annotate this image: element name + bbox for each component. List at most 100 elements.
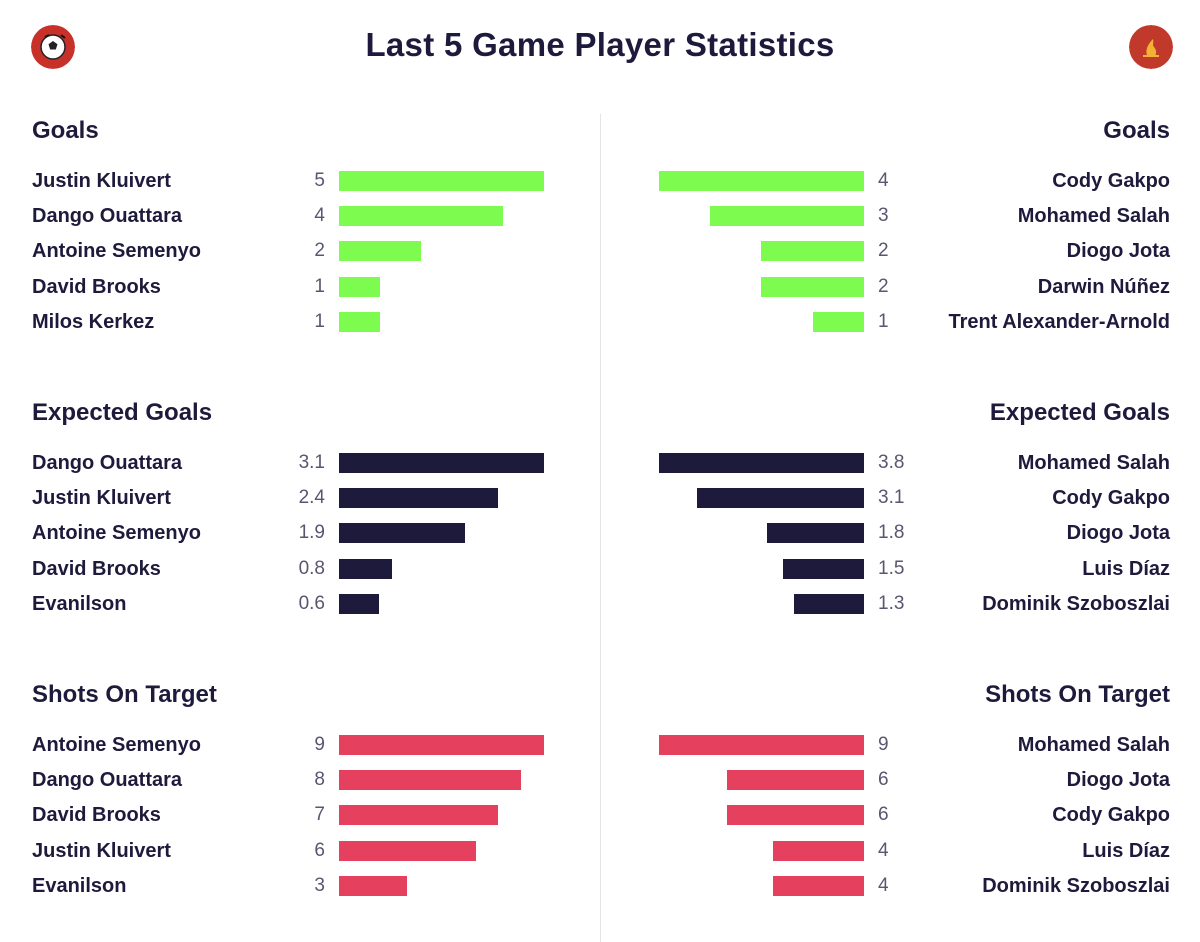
stat-bar	[813, 311, 864, 332]
value-label: 6	[878, 769, 889, 791]
section-title-sot-right: Shots On Target	[985, 681, 1170, 708]
value-label: 1	[314, 275, 325, 297]
value-label: 9	[314, 734, 325, 755]
stat-bar	[339, 735, 544, 755]
player-name: Luis Díaz	[1082, 839, 1170, 862]
value-label: 1.5	[878, 557, 905, 579]
stat-bar	[697, 488, 864, 509]
value-label: 7	[314, 804, 325, 826]
player-name: Evanilson	[32, 592, 127, 615]
stat-bar	[339, 276, 380, 297]
player-name: David Brooks	[32, 275, 161, 298]
value-label: 1	[878, 310, 889, 332]
stat-bar	[794, 593, 864, 614]
player-name: Antoine Semenyo	[32, 240, 201, 263]
stat-bar	[339, 453, 544, 473]
bournemouth-badge-icon	[31, 25, 75, 69]
stat-bar	[773, 875, 864, 896]
player-name: David Brooks	[32, 804, 161, 827]
player-name: Milos Kerkez	[32, 310, 155, 333]
player-name: Cody Gakpo	[1052, 170, 1170, 192]
center-divider	[600, 114, 601, 942]
stat-bar	[659, 171, 864, 191]
stat-bar	[783, 558, 864, 579]
stat-bar	[339, 206, 503, 227]
section-title-goals-right: Goals	[1103, 117, 1170, 144]
section-title-xg-left: Expected Goals	[32, 399, 213, 426]
value-label: 1.8	[878, 522, 905, 544]
value-label: 0.8	[298, 557, 325, 579]
value-label: 2	[878, 275, 889, 297]
section-title-sot-left: Shots On Target	[32, 681, 217, 708]
player-name: Dango Ouattara	[32, 452, 183, 474]
stat-bar	[339, 241, 421, 262]
section-title-xg-right: Expected Goals	[989, 399, 1170, 426]
value-label: 2	[314, 240, 325, 262]
stat-bar	[339, 171, 544, 191]
value-label: 5	[314, 170, 325, 191]
stat-bar	[727, 770, 864, 791]
value-label: 3.1	[878, 487, 905, 509]
value-label: 3	[878, 205, 889, 227]
value-label: 1	[314, 310, 325, 332]
stat-bar	[339, 805, 498, 826]
value-label: 1.9	[298, 522, 325, 544]
player-name: Luis Díaz	[1082, 557, 1170, 580]
value-label: 8	[314, 769, 325, 791]
value-label: 6	[878, 804, 889, 826]
value-label: 6	[314, 839, 325, 861]
player-name: Dango Ouattara	[32, 205, 183, 228]
player-name: David Brooks	[32, 557, 161, 580]
value-label: 0.6	[298, 592, 325, 614]
page-title: Last 5 Game Player Statistics	[365, 26, 835, 63]
player-name: Mohamed Salah	[1017, 205, 1170, 228]
stat-bar	[339, 558, 392, 579]
value-label: 4	[878, 839, 889, 861]
player-name: Diogo Jota	[1066, 769, 1170, 792]
section-title-goals-left: Goals	[32, 117, 99, 144]
value-label: 4	[314, 205, 325, 227]
value-label: 2	[878, 240, 889, 262]
player-name: Justin Kluivert	[32, 170, 171, 192]
value-label: 9	[878, 734, 889, 755]
stat-bar	[339, 840, 476, 861]
player-name: Mohamed Salah	[1017, 734, 1170, 756]
value-label: 4	[878, 874, 889, 896]
value-label: 1.3	[878, 592, 905, 614]
player-name: Cody Gakpo	[1052, 804, 1170, 827]
stat-bar	[767, 523, 864, 544]
player-name: Diogo Jota	[1066, 240, 1170, 263]
player-name: Trent Alexander-Arnold	[948, 310, 1170, 333]
stat-bar	[659, 735, 864, 755]
player-name: Justin Kluivert	[32, 839, 171, 862]
value-label: 2.4	[298, 487, 325, 509]
stat-bar	[339, 488, 498, 509]
stat-bar	[339, 770, 521, 791]
player-name: Antoine Semenyo	[32, 734, 201, 756]
player-name: Justin Kluivert	[32, 487, 171, 510]
player-name: Mohamed Salah	[1017, 452, 1170, 474]
player-name: Dominik Szoboszlai	[982, 592, 1170, 615]
stat-bar	[339, 523, 465, 544]
player-name: Dominik Szoboszlai	[982, 874, 1170, 897]
stat-bar	[659, 453, 864, 473]
stat-bar	[761, 276, 864, 297]
stat-bar	[773, 840, 864, 861]
player-name: Evanilson	[32, 874, 127, 897]
value-label: 3.1	[298, 452, 325, 473]
stat-bar	[761, 241, 864, 262]
player-name: Diogo Jota	[1066, 522, 1170, 545]
value-label: 4	[878, 170, 889, 191]
stat-bar	[339, 593, 379, 614]
player-name: Cody Gakpo	[1052, 487, 1170, 510]
player-name: Darwin Núñez	[1037, 275, 1170, 298]
stat-bar	[710, 206, 864, 227]
player-name: Antoine Semenyo	[32, 522, 201, 545]
stat-bar	[727, 805, 864, 826]
liverpool-badge-icon	[1129, 25, 1173, 69]
stat-bar	[339, 311, 380, 332]
value-label: 3	[314, 874, 325, 896]
player-name: Dango Ouattara	[32, 769, 183, 792]
value-label: 3.8	[878, 452, 905, 473]
